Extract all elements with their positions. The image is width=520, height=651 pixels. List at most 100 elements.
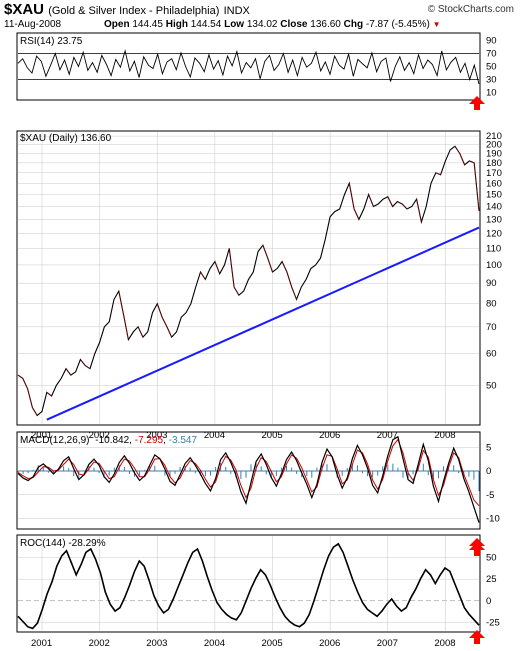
price-tick-140: 140	[486, 201, 502, 212]
roc-panel: -25 0 25 50 ROC(144) -28.29%	[16, 534, 500, 633]
price-x-label-2005: 2005	[262, 430, 283, 441]
price-tick-150: 150	[486, 190, 502, 201]
price-tick-180: 180	[486, 158, 502, 169]
up-arrow-icon-rsi	[469, 96, 485, 110]
price-tick-100: 100	[486, 260, 502, 271]
roc-tick-0: 0	[486, 596, 491, 607]
macd-gridlines	[18, 447, 479, 519]
price-tick-200: 200	[486, 140, 502, 151]
down-triangle-icon: ▼	[432, 20, 441, 29]
open-label: Open	[104, 19, 130, 30]
price-x-label-2004: 2004	[204, 430, 225, 441]
macd-title-sep-2: ,	[163, 435, 169, 446]
ticker-symbol: $XAU	[4, 1, 45, 18]
price-x-label-2003: 2003	[146, 430, 167, 441]
price-tick-90: 90	[486, 278, 497, 289]
macd-tick-5: 5	[486, 442, 491, 453]
price-tick-60: 60	[486, 349, 497, 360]
low-label: Low	[224, 19, 245, 30]
roc-tick-25: 25	[486, 574, 497, 585]
bottom-x-label-2001: 2001	[31, 638, 52, 649]
rsi-tick-30: 30	[486, 75, 497, 86]
stockcharts-brand: © StockCharts.com	[427, 4, 514, 15]
price-tick-120: 120	[486, 228, 502, 239]
roc-series-line	[17, 542, 480, 630]
up-arrow-icon-roc_bottom	[469, 630, 485, 644]
bottom-x-label-2008: 2008	[434, 638, 455, 649]
up-arrow-icon-roc_top	[469, 542, 485, 556]
rsi-tick-labels: 10 30 50 70 90	[486, 36, 497, 99]
price-x-label-2007: 2007	[377, 430, 398, 441]
price-tick-210: 210	[486, 131, 502, 142]
price-tick-50: 50	[486, 380, 497, 391]
bottom-x-label-2005: 2005	[262, 638, 283, 649]
high-label: High	[165, 19, 188, 30]
roc-title: ROC(144) -28.29%	[20, 538, 106, 549]
bottom-x-label-2007: 2007	[377, 638, 398, 649]
bottom-x-label-2004: 2004	[204, 638, 225, 649]
price-x-label-2008: 2008	[434, 430, 455, 441]
rsi-tick-50: 50	[486, 62, 497, 73]
macd-title: MACD(12,26,9) -10.842, -7.295, -3.547	[20, 435, 197, 446]
price-down-bars	[17, 146, 480, 416]
high-value: 144.54	[190, 19, 222, 30]
rsi-panel: 10 30 50 70 90 RSI(14) 23.75	[16, 32, 497, 101]
chg-label: Chg	[343, 19, 364, 30]
bottom-x-axis-labels: 2001 2002 2003 2004 2005 2006 2007 2008	[31, 638, 456, 649]
bottom-x-label-2006: 2006	[319, 638, 340, 649]
chg-value: -7.87 (-5.45%)	[365, 19, 430, 30]
rsi-title: RSI(14) 23.75	[20, 36, 83, 47]
macd-signal-value: -7.295	[135, 435, 164, 446]
price-panel: 50 60 70 80 90 100 110 120 130 140150160170180190…	[16, 130, 502, 426]
rsi-series-line	[17, 49, 480, 85]
price-x-label-2002: 2002	[89, 430, 110, 441]
macd-panel-frame	[16, 431, 481, 530]
quote-date: 11-Aug-2008	[4, 19, 62, 30]
rsi-gridlines	[18, 53, 479, 80]
roc-tick--25: -25	[486, 617, 500, 628]
rsi-tick-70: 70	[486, 49, 497, 60]
chart-header-title: $XAU (Gold & Silver Index - Philadelphia…	[4, 1, 250, 18]
macd-tick--5: -5	[486, 490, 494, 501]
price-title: $XAU (Daily) 136.60	[20, 133, 112, 144]
open-value: 144.45	[132, 19, 163, 30]
macd-title-sep-1: ,	[129, 435, 135, 446]
macd-hist-value: -3.547	[169, 435, 198, 446]
close-label: Close	[280, 19, 308, 30]
rsi-tick-10: 10	[486, 88, 497, 99]
support-trendline	[46, 226, 480, 421]
price-series-line	[17, 145, 480, 417]
price-x-label-2006: 2006	[319, 430, 340, 441]
index-name: (Gold & Silver Index - Philadelphia)	[48, 5, 220, 17]
rsi-tick-90: 90	[486, 36, 497, 47]
price-tick-labels: 50 60 70 80 90 100 110 120 130 140150160170180190…	[486, 131, 502, 391]
low-value: 134.02	[246, 19, 278, 30]
macd-tick-labels: -10 -5 0 5	[486, 442, 500, 524]
macd-value: -10.842	[95, 435, 129, 446]
price-tick-190: 190	[486, 148, 502, 159]
price-tick-80: 80	[486, 299, 497, 310]
macd-signal-line	[17, 438, 480, 507]
price-gridlines	[18, 132, 479, 424]
rsi-panel-frame	[16, 32, 481, 101]
macd-tick--10: -10	[486, 514, 500, 525]
roc-gridlines	[18, 536, 479, 631]
price-panel-frame	[16, 130, 481, 426]
price-tick-70: 70	[486, 322, 497, 333]
price-tick-130: 130	[486, 214, 502, 225]
exchange-label: INDX	[223, 5, 250, 17]
macd-panel: -10 -5 0 5 MACD(12,26,9) -10.842, -7.295, -…	[16, 431, 500, 530]
bottom-x-label-2002: 2002	[89, 638, 110, 649]
macd-title-label: MACD(12,26,9)	[20, 435, 89, 446]
signal-arrows	[469, 96, 485, 644]
price-tick-160: 160	[486, 178, 502, 189]
roc-panel-frame	[16, 534, 481, 633]
price-x-label-2001: 2001	[31, 430, 52, 441]
price-x-axis-labels: 2001 2002 2003 2004 2005 2006 2007 2008	[31, 430, 456, 441]
bottom-x-label-2003: 2003	[146, 638, 167, 649]
macd-tick-0: 0	[486, 466, 491, 477]
price-tick-110: 110	[486, 243, 501, 254]
roc-tick-labels: -25 0 25 50	[486, 553, 500, 629]
close-value: 136.60	[310, 19, 341, 30]
